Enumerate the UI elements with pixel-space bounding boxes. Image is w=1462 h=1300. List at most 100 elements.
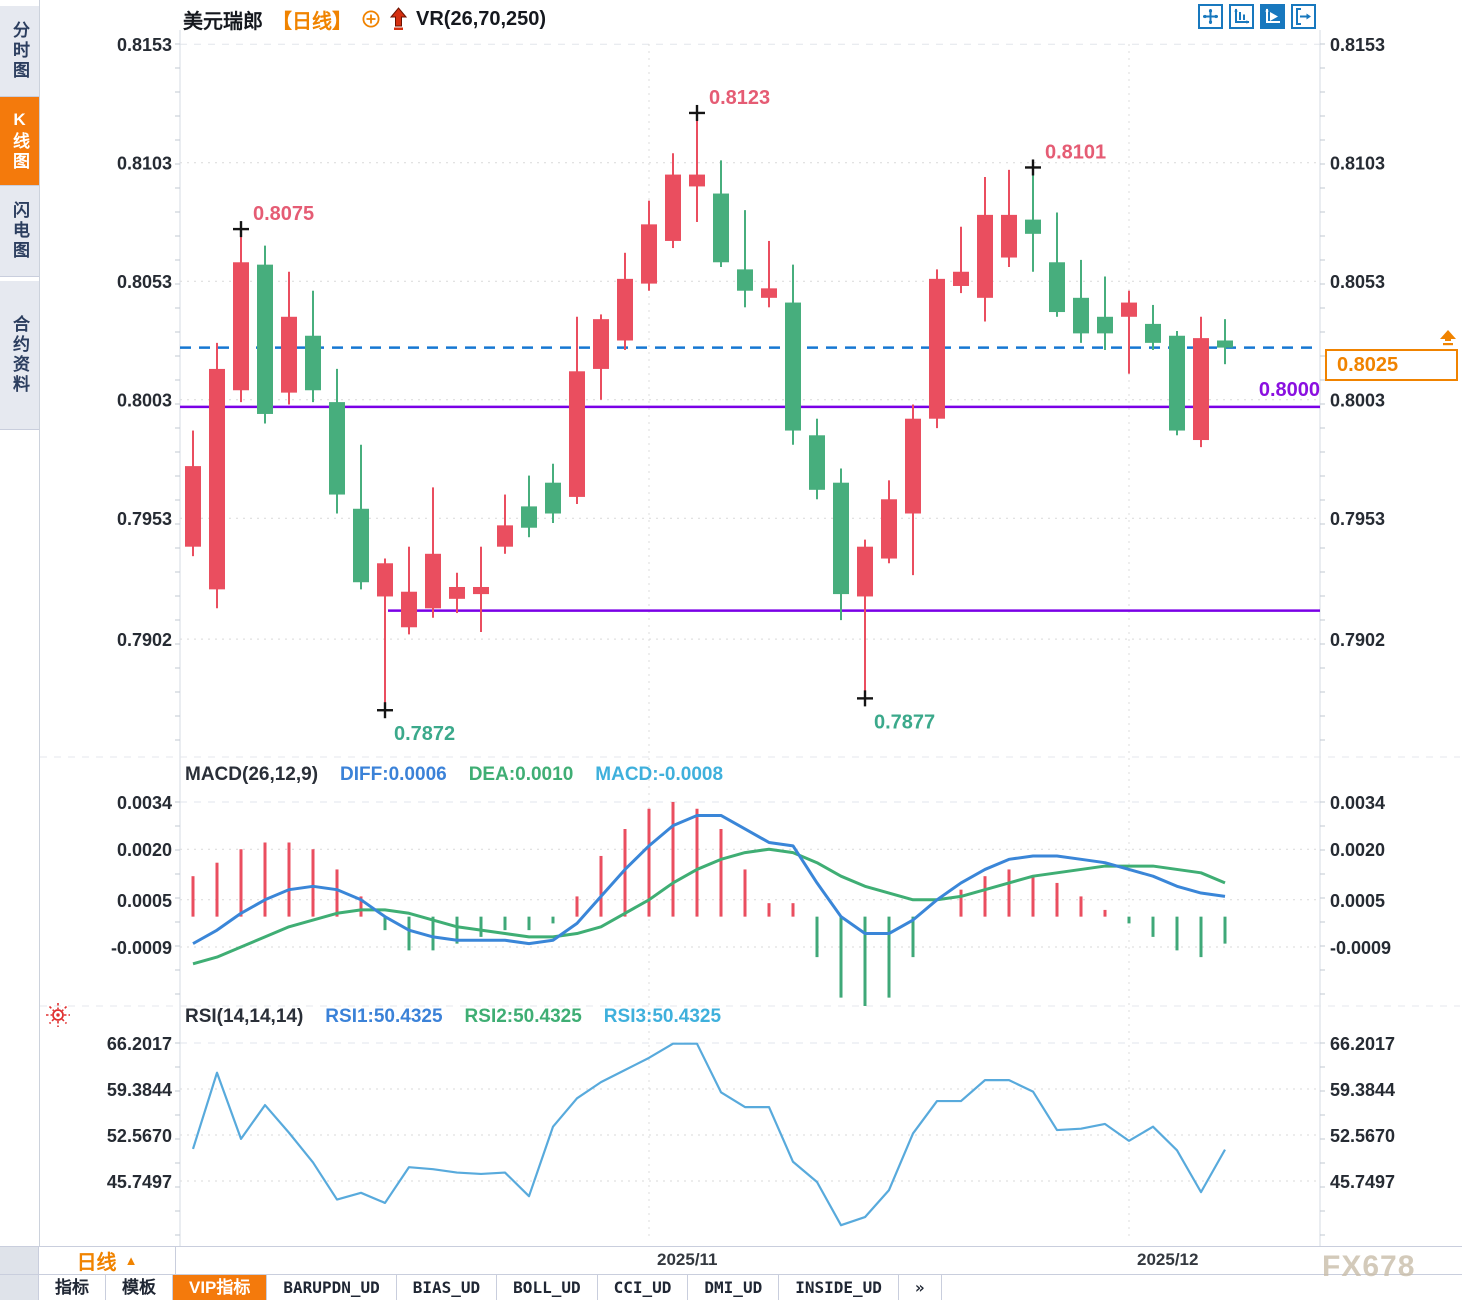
y-tick-left: 0.0034 — [117, 793, 172, 813]
candle-up[interactable] — [929, 278, 945, 419]
price-annotation: 0.8101 — [1045, 141, 1106, 163]
indicator-label: VR(26,70,250) — [416, 7, 547, 30]
support-price-label: 0.8000 — [1258, 379, 1320, 401]
candle-up[interactable] — [881, 499, 897, 559]
candle-up[interactable] — [665, 174, 681, 241]
candle-down[interactable] — [737, 269, 753, 291]
candle-up[interactable] — [1193, 338, 1209, 441]
axis-play-icon[interactable] — [1260, 4, 1285, 29]
candle-down[interactable] — [1097, 316, 1113, 334]
axis-labels: 0.8153 0.8153 0.8103 0.8103 0.8053 0.8053 0.80… — [107, 35, 1395, 1192]
y-tick-right: 0.8103 — [1330, 154, 1385, 174]
rsi-line — [191, 1042, 1226, 1227]
symbol-title: 美元瑞郎 — [183, 10, 263, 33]
candle-down[interactable] — [713, 193, 729, 263]
candles — [185, 115, 1233, 711]
candle-up[interactable] — [641, 224, 657, 284]
sidebar-item-contract-info[interactable]: 合约资料 — [0, 281, 39, 430]
y-tick-left: 0.8153 — [117, 35, 172, 55]
candle-up[interactable] — [497, 525, 513, 547]
candle-up[interactable] — [425, 553, 441, 609]
pan-crosshair-icon[interactable] — [1198, 4, 1223, 29]
y-tick-right: 52.5670 — [1330, 1126, 1395, 1146]
period-label: 日线 — [76, 1252, 117, 1274]
y-tick-left: 0.8103 — [117, 154, 172, 174]
candle-up[interactable] — [401, 591, 417, 628]
candle-down[interactable] — [329, 402, 345, 495]
tab-indicators[interactable]: 指标 — [39, 1275, 106, 1300]
diff-line — [192, 813, 1226, 946]
kline-chart[interactable]: 0.8153 0.8153 0.8103 0.8103 0.8053 0.8053 0.80… — [0, 0, 1462, 1246]
candle-down[interactable] — [1073, 297, 1089, 334]
tab-templates[interactable]: 模板 — [106, 1275, 173, 1300]
candle-up[interactable] — [953, 271, 969, 286]
y-tick-left: 45.7497 — [107, 1172, 172, 1192]
y-tick-right: 0.0005 — [1330, 891, 1385, 911]
plus-circle-icon[interactable] — [361, 9, 381, 29]
candle-up[interactable] — [857, 546, 873, 597]
candle-down[interactable] — [1169, 335, 1185, 431]
tab-boll-ud[interactable]: BOLL_UD — [497, 1275, 598, 1300]
chart-toolbar — [1198, 4, 1316, 29]
macd-header: MACD(26,12,9) DIFF:0.0006 DEA:0.0010 MAC… — [185, 764, 723, 786]
candle-up[interactable] — [977, 214, 993, 298]
candle-up[interactable] — [761, 288, 777, 298]
candle-up[interactable] — [593, 319, 609, 369]
candle-up[interactable] — [185, 466, 201, 547]
y-tick-right: 0.8053 — [1330, 272, 1385, 292]
tab-inside-ud[interactable]: INSIDE_UD — [779, 1275, 899, 1300]
collapse-right-icon[interactable] — [1291, 4, 1316, 29]
price-annotation: 0.7877 — [874, 711, 935, 733]
tab-bias-ud[interactable]: BIAS_UD — [397, 1275, 498, 1300]
date-axis-row: 日线 ▲ 2025/11 2025/12 — [0, 1246, 1462, 1300]
price-up-arrow-icon[interactable] — [1438, 330, 1458, 353]
tab-more[interactable]: » — [899, 1275, 942, 1300]
candle-down[interactable] — [785, 302, 801, 431]
candle-up[interactable] — [449, 586, 465, 599]
candle-up[interactable] — [473, 586, 489, 595]
y-tick-right: -0.0009 — [1330, 938, 1391, 958]
y-tick-left: 66.2017 — [107, 1034, 172, 1054]
candle-down[interactable] — [1025, 219, 1041, 234]
candle-up[interactable] — [1121, 302, 1137, 317]
tab-vip-indicators[interactable]: VIP指标 — [173, 1275, 268, 1300]
y-tick-right: 0.0020 — [1330, 840, 1385, 860]
candle-down[interactable] — [305, 335, 321, 391]
candle-down[interactable] — [353, 508, 369, 583]
candle-down[interactable] — [521, 506, 537, 528]
y-tick-right: 45.7497 — [1330, 1172, 1395, 1192]
axis-zoom-icon[interactable] — [1229, 4, 1254, 29]
period-select-button[interactable]: 日线 ▲ — [38, 1247, 176, 1275]
tab-dmi-ud[interactable]: DMI_UD — [688, 1275, 780, 1300]
candle-up[interactable] — [689, 174, 705, 187]
candle-up[interactable] — [233, 262, 249, 391]
candle-down[interactable] — [833, 482, 849, 595]
tab-cci-ud[interactable]: CCI_UD — [598, 1275, 689, 1300]
candle-down[interactable] — [1049, 262, 1065, 313]
x-axis-label-november: 2025/11 — [657, 1250, 718, 1269]
candle-up[interactable] — [1001, 214, 1017, 258]
candle-down[interactable] — [809, 435, 825, 490]
candle-down[interactable] — [1145, 323, 1161, 343]
sidebar-item-kline-chart[interactable]: K线图 — [0, 97, 39, 186]
candle-up[interactable] — [569, 371, 585, 497]
y-tick-left: 0.7953 — [117, 509, 172, 529]
y-tick-right: 66.2017 — [1330, 1034, 1395, 1054]
y-tick-right: 59.3844 — [1330, 1080, 1395, 1100]
sidebar-item-flash-chart[interactable]: 闪电图 — [0, 186, 39, 277]
candle-down[interactable] — [1217, 340, 1233, 348]
y-tick-right: 0.0034 — [1330, 793, 1385, 813]
candle-up[interactable] — [209, 368, 225, 590]
candle-up[interactable] — [617, 278, 633, 341]
candle-down[interactable] — [257, 264, 273, 414]
tab-barupdn-ud[interactable]: BARUPDN_UD — [267, 1275, 397, 1300]
candle-up[interactable] — [905, 418, 921, 514]
candle-up[interactable] — [377, 563, 393, 597]
y-tick-left: -0.0009 — [111, 938, 172, 958]
candle-up[interactable] — [281, 316, 297, 393]
y-tick-right: 0.8153 — [1330, 35, 1385, 55]
sidebar-item-timeline-chart[interactable]: 分时图 — [0, 6, 39, 97]
candle-down[interactable] — [545, 482, 561, 514]
y-tick-left: 0.8003 — [117, 391, 172, 411]
sun-marker-icon[interactable] — [45, 1002, 71, 1033]
